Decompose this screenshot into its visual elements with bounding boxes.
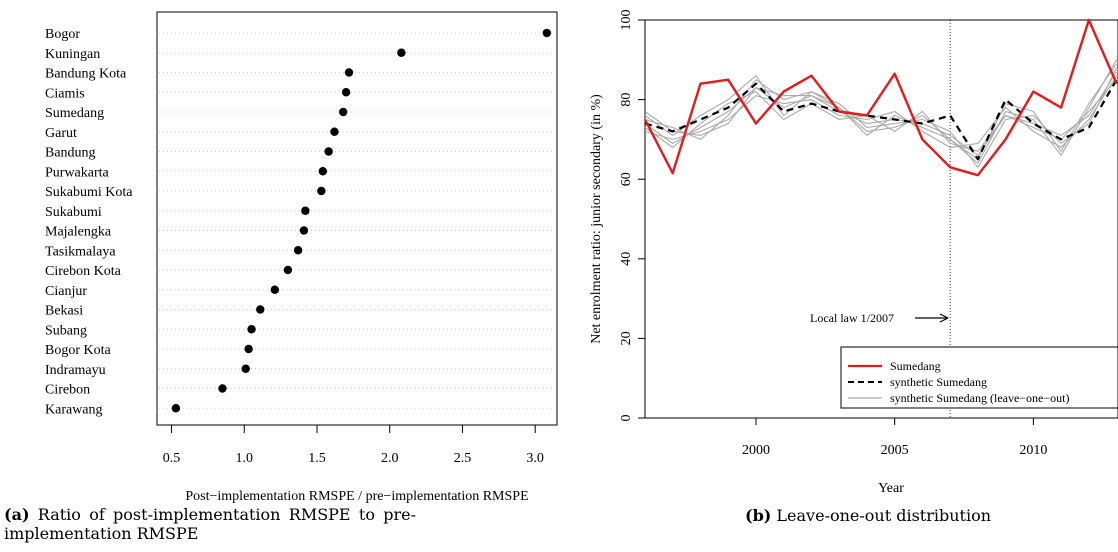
category-label: Bandung Kota [45, 67, 127, 82]
category-label: Karawang [45, 402, 103, 417]
data-point [324, 147, 333, 156]
y-tick-label: 80 [619, 93, 634, 107]
data-point [301, 206, 310, 215]
data-point [397, 48, 406, 57]
y-tick-label: 20 [619, 331, 634, 345]
category-label: Garut [45, 126, 77, 141]
x-tick-label: 2.5 [454, 451, 472, 466]
category-label: Purwakarta [45, 165, 110, 180]
panel-a-dot-plot: Bogor Kuningan Bandung Kota Ciamis Sumedang G… [45, 11, 558, 504]
panel-b-line-chart: 0 20 40 60 80 100 2000 2005 2010 Net enrolment … [589, 10, 1118, 496]
legend-label-sumedang: Sumedang [890, 359, 941, 373]
data-point [338, 107, 348, 117]
series-line-leave-one-out [644, 63, 1118, 160]
annotation-arrow-head [939, 313, 949, 323]
category-label: Tasikmalaya [45, 244, 116, 259]
category-label: Bandung [45, 146, 96, 161]
x-tick-label: 3.0 [526, 451, 544, 466]
legend: Sumedang synthetic Sumedang synthetic Su… [840, 346, 1118, 409]
x-tick-label: 2005 [881, 443, 909, 458]
caption-b: (b) Leave-one-out distribution [745, 506, 1045, 525]
category-label: Kuningan [45, 47, 100, 62]
data-point [299, 226, 309, 235]
data-point [344, 68, 354, 77]
category-label: Subang [45, 323, 87, 338]
panel-a-frame [156, 11, 558, 426]
y-tick-label: 100 [619, 10, 634, 31]
data-point [270, 285, 280, 294]
series-line-leave-one-out [644, 75, 1118, 148]
y-tick-label: 60 [619, 172, 634, 186]
category-label: Ciamis [45, 86, 85, 101]
category-label: Cianjur [45, 284, 87, 299]
category-label: Bogor [45, 27, 80, 42]
category-label: Sukabumi Kota [45, 185, 133, 200]
data-point [241, 364, 250, 373]
x-tick-label: 1.0 [236, 451, 254, 466]
data-point [218, 384, 227, 393]
caption-a-text: Ratio of post-implementation RMSPE to pr… [4, 505, 416, 543]
category-label: Cirebon [45, 383, 90, 398]
panel-b-x-axis-label: Year [878, 481, 904, 496]
x-tick-label: 1.5 [308, 451, 326, 466]
legend-label-leave-one-out: synthetic Sumedang (leave−one−out) [890, 391, 1069, 405]
panel-b-y-axis-label: Net enrolment ratio: junior secondary (i… [589, 94, 604, 344]
caption-a: (a) Ratio of post-implementation RMSPE t… [4, 505, 416, 543]
data-point [293, 246, 303, 255]
panel-b-frame [644, 19, 1118, 419]
series-line-sumedang [643, 18, 1118, 177]
series-line-leave-one-out [644, 59, 1118, 164]
category-label: Sukabumi [45, 205, 102, 220]
x-tick-label: 2.0 [381, 451, 399, 466]
category-label: Bogor Kota [45, 343, 112, 358]
data-point [318, 167, 328, 176]
series-line-synthetic [644, 79, 1118, 161]
data-point [330, 127, 339, 136]
legend-label-synthetic: synthetic Sumedang [890, 375, 987, 389]
legend-box [840, 346, 1118, 409]
data-point [171, 404, 181, 413]
y-tick-label: 40 [619, 252, 634, 266]
caption-b-text: Leave-one-out distribution [776, 506, 992, 525]
y-tick-label: 0 [619, 415, 634, 422]
data-point [256, 305, 265, 314]
panel-a-x-axis-label: Post−implementation RMSPE / pre−implemen… [185, 489, 528, 504]
category-label: Majalengka [45, 225, 112, 240]
caption-b-label: (b) [745, 506, 772, 525]
x-tick-label: 0.5 [163, 451, 181, 466]
data-point [244, 344, 253, 354]
x-tick-label: 2000 [742, 443, 770, 458]
category-label: Bekasi [45, 304, 83, 319]
data-point [317, 186, 326, 196]
data-point [341, 88, 351, 97]
data-point [283, 265, 293, 275]
data-point [542, 28, 552, 38]
category-label: Sumedang [45, 106, 104, 121]
annotation-local-law: Local law 1/2007 [810, 311, 949, 325]
caption-a-label: (a) [4, 505, 30, 524]
annotation-text: Local law 1/2007 [810, 311, 894, 325]
category-label: Cirebon Kota [45, 264, 122, 279]
x-tick-label: 2010 [1019, 443, 1047, 458]
category-label: Indramayu [45, 363, 106, 378]
data-point [247, 325, 256, 334]
series-line-leave-one-out [644, 79, 1118, 152]
